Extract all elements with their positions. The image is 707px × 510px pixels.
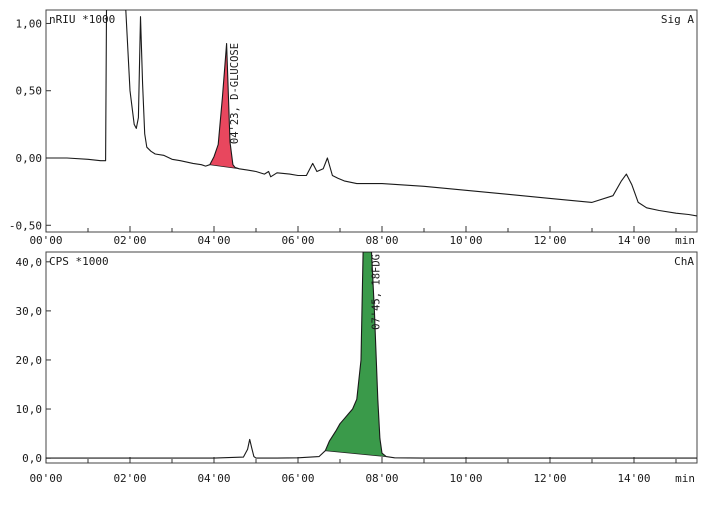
y-tick-label: -0,50 [9, 219, 42, 232]
x-tick-label: 02'00 [113, 234, 146, 247]
y-tick-label: 1,00 [16, 17, 43, 30]
x-tick-label: 08'00 [365, 472, 398, 485]
x-tick-label: 14'00 [617, 234, 650, 247]
x-tick-label: 10'00 [449, 472, 482, 485]
x-tick-label: 12'00 [533, 234, 566, 247]
y-tick-label: 20,0 [16, 354, 43, 367]
peak-baseline [209, 164, 240, 170]
signal-label: Sig A [661, 13, 694, 26]
peak-area-fill [209, 43, 240, 169]
x-tick-label: 02'00 [113, 472, 146, 485]
radio-detector-chromatogram-panel: 40,0 30,0 20,0 10,0 0,0 00'00 02'00 04'00 06'00 0… [16, 251, 698, 485]
signal-trace [46, 10, 697, 217]
x-tick-label: 00'00 [29, 472, 62, 485]
y-tick-label: 10,0 [16, 403, 43, 416]
x-axis-unit: min [675, 472, 695, 485]
x-tick-label: 06'00 [281, 472, 314, 485]
peak-baseline [325, 450, 387, 458]
x-tick-label: 00'00 [29, 234, 62, 247]
x-tick-label: 10'00 [449, 234, 482, 247]
y-tick-label: 0,00 [16, 152, 43, 165]
y-tick-label: 0,50 [16, 85, 43, 98]
y-tick-label: 30,0 [16, 305, 43, 318]
x-tick-label: 08'00 [365, 234, 398, 247]
x-tick-label: 06'00 [281, 234, 314, 247]
signal-trace [46, 252, 697, 459]
x-axis-unit: min [675, 234, 695, 247]
refractive-index-chromatogram-panel: 1,00 0,50 0,00 -0,50 00'00 02'00 04'00 06'00 08'… [9, 9, 698, 247]
y-tick-label: 0,0 [22, 452, 42, 465]
x-tick-label: 04'00 [197, 472, 230, 485]
x-tick-label: 14'00 [617, 472, 650, 485]
y-axis-label: nRIU *1000 [49, 13, 115, 26]
plot-frame [45, 9, 698, 233]
x-tick-label: 12'00 [533, 472, 566, 485]
y-axis-label: CPS *1000 [49, 255, 109, 268]
peak-annotation: 04'23, D-GLUCOSE [229, 43, 241, 144]
signal-label: ChA [674, 255, 694, 268]
peak-annotation: 07'45, 18FDG [371, 254, 383, 330]
y-tick-label: 40,0 [16, 256, 43, 269]
peak-area-fill [325, 252, 387, 457]
x-tick-label: 04'00 [197, 234, 230, 247]
